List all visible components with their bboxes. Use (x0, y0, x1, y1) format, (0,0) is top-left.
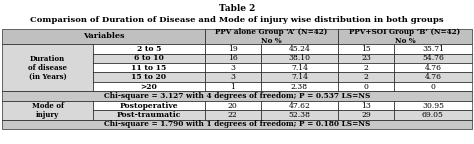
Bar (394, 101, 472, 110)
Bar (261, 82, 338, 91)
Bar (93, 72, 205, 82)
Bar (205, 54, 261, 63)
Bar (338, 101, 394, 110)
Text: >20: >20 (140, 83, 157, 91)
Bar (93, 44, 205, 54)
Text: PPV+SOI Group ‘B’ (N=42)
No %: PPV+SOI Group ‘B’ (N=42) No % (349, 28, 461, 45)
Bar (261, 72, 338, 82)
Bar (205, 110, 261, 120)
Bar (338, 82, 394, 91)
Bar (338, 72, 394, 82)
Text: Mode of
injury: Mode of injury (32, 102, 64, 119)
Text: Post-traumatic: Post-traumatic (117, 111, 181, 119)
Text: 45.24: 45.24 (289, 45, 310, 53)
Bar (93, 82, 205, 91)
Bar (394, 54, 472, 63)
Text: 15 to 20: 15 to 20 (131, 73, 166, 81)
Bar (261, 101, 338, 110)
Bar (394, 63, 472, 72)
Text: 38.10: 38.10 (288, 54, 310, 62)
Text: Postoperative: Postoperative (119, 102, 178, 110)
Text: 7.14: 7.14 (291, 73, 308, 81)
Bar (2, 44, 93, 91)
Text: 15: 15 (361, 45, 371, 53)
Text: 0: 0 (364, 83, 369, 91)
Bar (2, 29, 205, 44)
Bar (261, 110, 338, 120)
Text: 0: 0 (430, 83, 435, 91)
Bar (2, 120, 472, 129)
Bar (394, 72, 472, 82)
Text: Duration
of disease
(in Years): Duration of disease (in Years) (28, 55, 67, 81)
Bar (205, 63, 261, 72)
Text: 16: 16 (228, 54, 237, 62)
Bar (2, 91, 472, 101)
Text: 4.76: 4.76 (424, 64, 441, 72)
Bar (338, 29, 472, 44)
Text: 54.76: 54.76 (422, 54, 444, 62)
Text: 13: 13 (361, 102, 371, 110)
Bar (338, 63, 394, 72)
Bar (93, 110, 205, 120)
Text: 47.62: 47.62 (289, 102, 310, 110)
Bar (93, 101, 205, 110)
Text: 29: 29 (361, 111, 371, 119)
Text: 3: 3 (230, 64, 235, 72)
Text: 23: 23 (361, 54, 371, 62)
Text: Comparison of Duration of Disease and Mode of injury wise distribution in both g: Comparison of Duration of Disease and Mo… (30, 16, 444, 24)
Bar (394, 110, 472, 120)
Bar (338, 110, 394, 120)
Bar (394, 44, 472, 54)
Bar (205, 29, 338, 44)
Text: 2 to 5: 2 to 5 (137, 45, 161, 53)
Bar (338, 54, 394, 63)
Bar (205, 82, 261, 91)
Text: Chi-square = 1.790 with 1 degrees of freedom; P = 0.180 LS=NS: Chi-square = 1.790 with 1 degrees of fre… (104, 120, 370, 128)
Text: Chi-square = 3.127 with 4 degrees of freedom; P = 0.537 LS=NS: Chi-square = 3.127 with 4 degrees of fre… (104, 92, 370, 100)
Text: 30.95: 30.95 (422, 102, 444, 110)
Text: 3: 3 (230, 73, 235, 81)
Bar (261, 54, 338, 63)
Text: 20: 20 (228, 102, 237, 110)
Text: PPV alone Group ‘A’ (N=42)
No %: PPV alone Group ‘A’ (N=42) No % (215, 28, 328, 45)
Text: Table 2: Table 2 (219, 4, 255, 13)
Bar (2, 101, 93, 120)
Bar (261, 44, 338, 54)
Bar (394, 82, 472, 91)
Text: 6 to 10: 6 to 10 (134, 54, 164, 62)
Text: 7.14: 7.14 (291, 64, 308, 72)
Text: 1: 1 (230, 83, 235, 91)
Bar (261, 63, 338, 72)
Bar (205, 72, 261, 82)
Bar (93, 63, 205, 72)
Text: 4.76: 4.76 (424, 73, 441, 81)
Text: 52.38: 52.38 (288, 111, 310, 119)
Text: 19: 19 (228, 45, 237, 53)
Bar (205, 101, 261, 110)
Bar (93, 54, 205, 63)
Text: 2: 2 (364, 73, 369, 81)
Text: 2: 2 (364, 64, 369, 72)
Text: 11 to 15: 11 to 15 (131, 64, 166, 72)
Text: 2.38: 2.38 (291, 83, 308, 91)
Text: 35.71: 35.71 (422, 45, 444, 53)
Text: 22: 22 (228, 111, 237, 119)
Bar (205, 44, 261, 54)
Text: 69.05: 69.05 (422, 111, 444, 119)
Bar (338, 44, 394, 54)
Text: Variables: Variables (83, 33, 124, 40)
